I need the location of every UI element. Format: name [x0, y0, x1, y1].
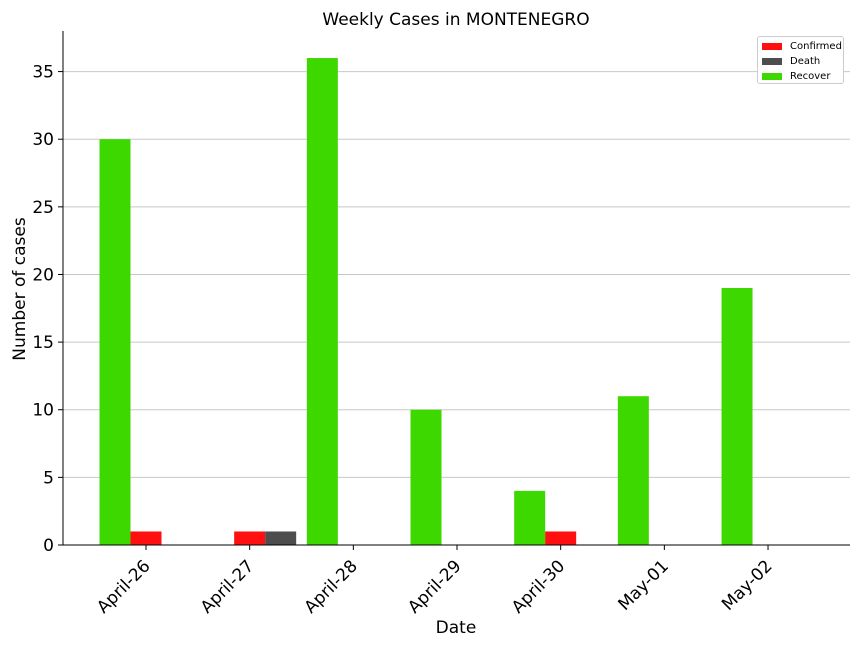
legend-swatch-confirmed — [762, 42, 782, 50]
y-tick-label: 35 — [32, 63, 54, 83]
y-tick-label: 15 — [32, 333, 54, 353]
bar-confirmed — [130, 531, 162, 545]
legend-entry-death: Death — [762, 55, 820, 67]
y-axis-label: Number of cases — [10, 217, 30, 361]
y-tick-label: 30 — [32, 130, 54, 150]
bars — [99, 58, 753, 546]
y-tick-label: 25 — [32, 198, 54, 218]
x-tick-label: May-01 — [614, 556, 672, 614]
legend-label-death: Death — [790, 55, 821, 67]
legend-swatch-death — [762, 57, 782, 65]
chart-title: Weekly Cases in MONTENEGRO — [322, 10, 589, 30]
y-tick-label: 0 — [43, 536, 54, 556]
y-tick-label: 10 — [32, 401, 54, 421]
y-ticks: 0 5 10 15 20 25 30 35 — [32, 63, 63, 556]
bar-recover — [410, 409, 442, 545]
bar-death — [265, 531, 297, 545]
y-tick-label: 5 — [43, 468, 54, 488]
y-tick-label: 20 — [32, 265, 54, 285]
axes — [62, 31, 850, 546]
legend-label-recover: Recover — [790, 70, 831, 82]
legend-entry-confirmed: Confirmed — [762, 40, 842, 52]
legend-entry-recover: Recover — [762, 70, 830, 82]
x-tick-label: April-26 — [93, 556, 154, 617]
x-tick-label: April-28 — [301, 556, 362, 617]
x-tick-label: April-27 — [197, 556, 258, 617]
bar-recover — [721, 288, 753, 545]
x-tick-label: May-02 — [718, 556, 776, 614]
bar-recover — [617, 396, 649, 545]
bar-confirmed — [545, 531, 577, 545]
x-tick-label: April-30 — [508, 556, 569, 617]
legend: Confirmed Death Recover — [757, 36, 844, 84]
legend-label-confirmed: Confirmed — [790, 40, 842, 52]
x-ticks: April-26 April-27 April-28 April-29 April-30… — [93, 545, 777, 618]
legend-swatch-recover — [762, 72, 782, 80]
bar-recover — [514, 490, 546, 545]
x-tick-label: April-29 — [404, 556, 465, 617]
grid-lines — [63, 71, 850, 478]
bar-confirmed — [234, 531, 266, 545]
bar-recover — [306, 58, 338, 545]
bar-recover — [99, 139, 131, 546]
x-axis-label: Date — [436, 618, 477, 638]
